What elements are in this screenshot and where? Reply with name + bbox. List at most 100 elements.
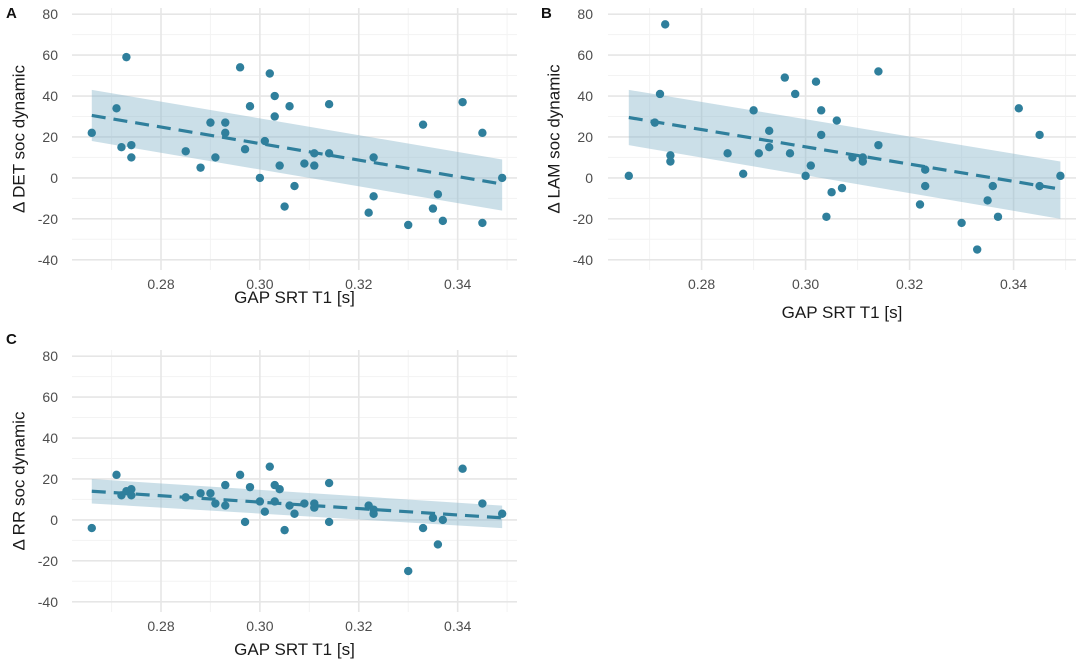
data-point [280,202,289,211]
grid [72,350,517,612]
data-point [832,116,841,125]
data-point [270,112,279,121]
data-point [324,517,334,527]
data-point [310,149,319,158]
data-point [739,169,748,178]
data-point [87,128,96,138]
data-point [817,130,826,140]
y-tick-label: 40 [577,88,593,104]
y-tick-label: 20 [577,129,593,145]
x-ticks: 0.28 0.30 0.32 0.34 [147,276,471,292]
y-tick-label: -20 [573,211,593,227]
data-point [983,196,992,205]
y-tick-label: 60 [42,389,58,405]
data-point [285,102,294,111]
data-point [811,77,821,86]
data-point [723,149,732,158]
data-point [497,509,507,518]
data-point [285,501,294,510]
y-ticks: -40 -20 0 20 40 60 80 [38,6,58,268]
y-tick-label: 40 [42,88,58,104]
y-tick-label: 0 [50,170,58,186]
point-layer [87,52,507,230]
data-point [324,149,334,158]
data-point [117,142,126,152]
x-tick-label: 0.28 [147,276,174,292]
data-point [993,212,1003,221]
data-point [921,165,930,174]
x-tick-label: 0.34 [444,276,471,292]
data-point [973,245,982,254]
data-point [300,159,309,168]
y-tick-label: 60 [577,47,593,63]
y-axis-label: Δ RR soc dynamic [9,411,28,550]
data-point [181,493,190,502]
data-point [418,523,428,533]
y-tick-label: 0 [585,170,593,186]
x-axis-label: GAP SRT T1 [s] [234,640,355,659]
x-tick-label: 0.32 [345,276,372,292]
data-point [874,67,883,76]
data-point [624,171,633,181]
data-point [260,136,270,146]
data-point [438,515,448,525]
data-point [265,462,274,471]
data-point [791,89,800,99]
data-point [458,464,467,473]
regression-line [91,489,503,520]
y-axis-label: Δ LAM soc dynamic [544,64,563,214]
data-point [765,126,774,136]
data-point [87,523,96,533]
data-point [265,69,274,78]
x-ticks: 0.28 0.30 0.32 0.34 [688,276,1027,292]
data-point [404,566,413,576]
panel-b: B -40 -20 0 20 40 60 80 0.28 0.30 0.32 0.34 GAP S… [541,5,1076,322]
x-tick-label: 0.28 [688,276,715,292]
data-point [245,482,255,492]
y-ticks: -40 -20 0 20 40 60 80 [573,6,593,268]
data-point [433,540,443,549]
data-point [211,499,220,508]
data-point [458,97,467,107]
data-point [127,484,136,494]
data-point [921,181,930,191]
y-tick-label: -40 [38,594,58,610]
data-point [858,157,867,166]
data-point [822,212,831,221]
x-tick-label: 0.30 [246,618,273,634]
y-tick-label: 40 [42,430,58,446]
x-tick-label: 0.30 [246,276,273,292]
y-tick-label: 80 [42,348,58,364]
data-point [211,153,220,162]
y-tick-label: 60 [42,47,58,63]
data-point [497,173,507,183]
data-point [112,470,121,480]
data-point [827,188,836,197]
data-point [127,140,136,150]
data-point [650,118,659,127]
panel-letter: B [541,5,552,22]
data-point [324,478,334,488]
data-point [300,499,309,508]
data-point [290,509,299,518]
data-point [780,73,789,82]
data-point [127,491,136,500]
data-point [255,497,265,506]
data-point [817,106,826,115]
data-point [1014,104,1023,113]
data-point [364,208,373,217]
data-point [196,489,205,498]
data-point [874,140,883,150]
x-tick-label: 0.34 [444,618,471,634]
data-point [848,153,857,162]
y-ticks: -40 -20 0 20 40 60 80 [38,348,58,610]
data-point [915,200,925,209]
grid [608,8,1076,270]
data-point [655,89,665,99]
x-ticks: 0.28 0.30 0.32 0.34 [147,618,471,634]
y-tick-label: 0 [50,512,58,528]
x-axis-label: GAP SRT T1 [s] [234,288,355,307]
y-tick-label: 80 [42,6,58,22]
panel-c: C -40 -20 0 20 40 60 80 0.28 0.30 0.32 0.34 GAP S… [6,331,517,659]
